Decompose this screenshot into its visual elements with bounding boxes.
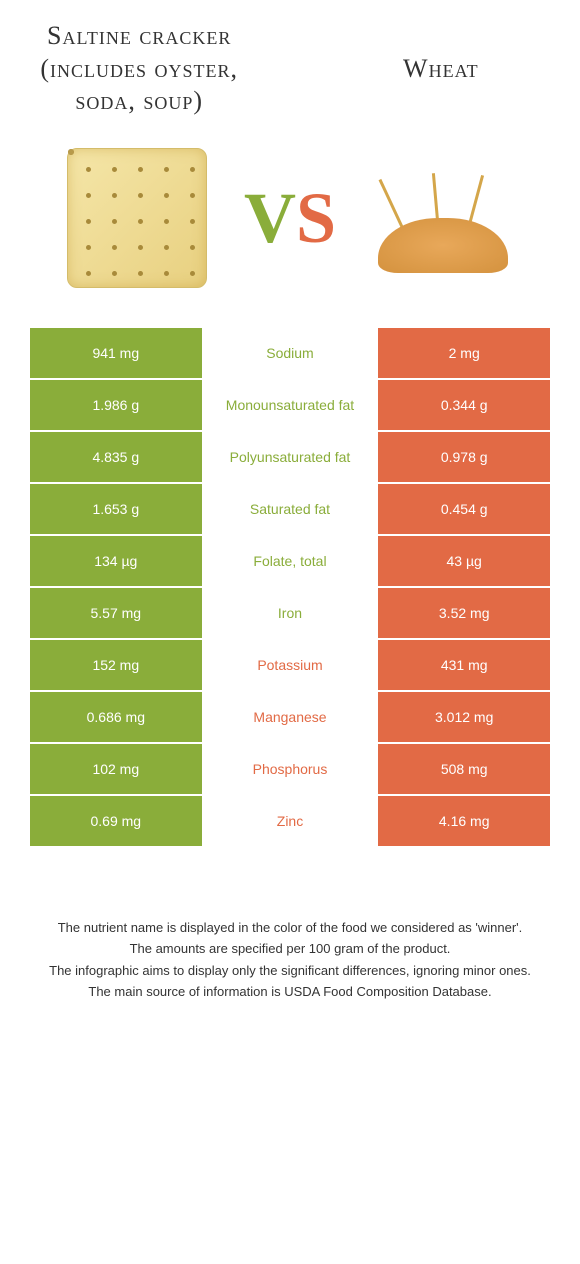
nutrient-label: Polyunsaturated fat [202,432,379,482]
vs-v: V [244,178,296,258]
right-value: 4.16 mg [378,796,550,846]
footer-notes: The nutrient name is displayed in the co… [30,918,550,1002]
left-food-title: Saltine cracker (includes oyster, soda, … [30,20,248,118]
right-value: 0.344 g [378,380,550,430]
nutrient-label: Iron [202,588,379,638]
left-value: 1.986 g [30,380,202,430]
table-row: 134 µgFolate, total43 µg [30,536,550,588]
footer-line-1: The nutrient name is displayed in the co… [30,918,550,938]
header: Saltine cracker (includes oyster, soda, … [30,20,550,118]
right-food-image [336,163,550,273]
left-value: 1.653 g [30,484,202,534]
nutrient-label: Manganese [202,692,379,742]
nutrient-label: Potassium [202,640,379,690]
left-food-image [30,148,244,288]
images-row: VS [30,148,550,288]
footer-line-3: The infographic aims to display only the… [30,961,550,981]
table-row: 4.835 gPolyunsaturated fat0.978 g [30,432,550,484]
footer-line-4: The main source of information is USDA F… [30,982,550,1002]
table-row: 152 mgPotassium431 mg [30,640,550,692]
vs-s: S [296,178,336,258]
nutrient-label: Saturated fat [202,484,379,534]
right-value: 431 mg [378,640,550,690]
nutrient-label: Phosphorus [202,744,379,794]
left-value: 134 µg [30,536,202,586]
cracker-icon [67,148,207,288]
footer-line-2: The amounts are specified per 100 gram o… [30,939,550,959]
right-value: 508 mg [378,744,550,794]
left-value: 941 mg [30,328,202,378]
wheat-icon [368,163,518,273]
right-value: 0.978 g [378,432,550,482]
table-row: 1.653 gSaturated fat0.454 g [30,484,550,536]
nutrient-label: Monounsaturated fat [202,380,379,430]
right-value: 3.52 mg [378,588,550,638]
table-row: 5.57 mgIron3.52 mg [30,588,550,640]
right-value: 2 mg [378,328,550,378]
table-row: 1.986 gMonounsaturated fat0.344 g [30,380,550,432]
table-row: 0.686 mgManganese3.012 mg [30,692,550,744]
table-row: 0.69 mgZinc4.16 mg [30,796,550,848]
right-value: 3.012 mg [378,692,550,742]
left-value: 0.686 mg [30,692,202,742]
left-value: 0.69 mg [30,796,202,846]
nutrient-label: Sodium [202,328,379,378]
table-row: 102 mgPhosphorus508 mg [30,744,550,796]
right-value: 0.454 g [378,484,550,534]
vs-label: VS [244,182,336,254]
left-value: 4.835 g [30,432,202,482]
right-food-title: Wheat [332,53,550,86]
nutrient-label: Zinc [202,796,379,846]
left-value: 102 mg [30,744,202,794]
left-value: 152 mg [30,640,202,690]
left-value: 5.57 mg [30,588,202,638]
right-value: 43 µg [378,536,550,586]
nutrient-label: Folate, total [202,536,379,586]
table-row: 941 mgSodium2 mg [30,328,550,380]
comparison-table: 941 mgSodium2 mg1.986 gMonounsaturated f… [30,328,550,848]
